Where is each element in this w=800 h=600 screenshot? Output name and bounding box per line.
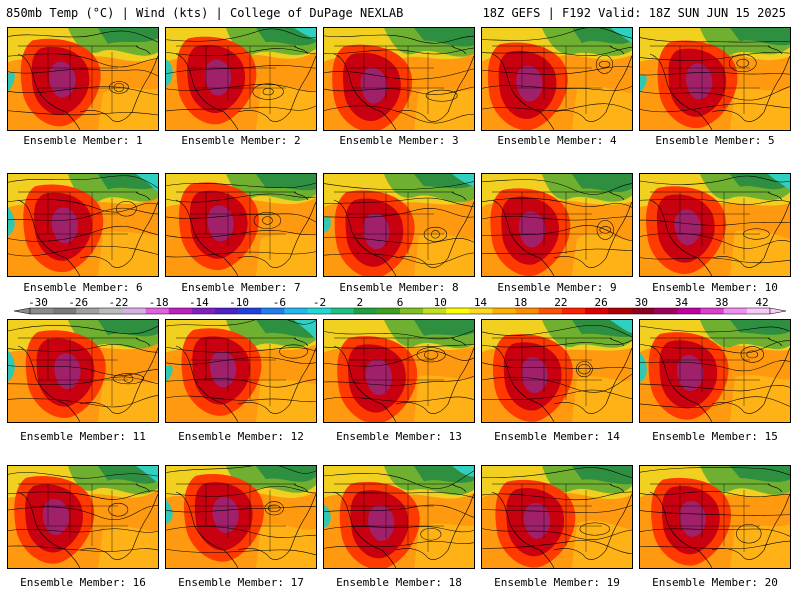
member-caption: Ensemble Member: 8: [339, 281, 459, 294]
member-caption: Ensemble Member: 10: [652, 281, 778, 294]
scale-tick-label: -18: [148, 296, 169, 309]
scale-tick-label: -22: [108, 296, 129, 309]
scale-tick-label: 14: [473, 296, 488, 309]
run-info: 18Z GEFS | F192 Valid: 18Z SUN JUN 15 20…: [482, 6, 786, 20]
member-caption: Ensemble Member: 18: [336, 576, 462, 589]
ensemble-map-panel: [481, 319, 633, 423]
scale-tick-label: 26: [594, 296, 608, 309]
member-caption: Ensemble Member: 13: [336, 430, 462, 443]
member-caption: Ensemble Member: 5: [655, 134, 775, 147]
ensemble-map-panel: [7, 465, 159, 569]
member-caption: Ensemble Member: 1: [23, 134, 143, 147]
scale-tick-label: -14: [188, 296, 209, 309]
scale-tick-label: 34: [674, 296, 689, 309]
chart-title: 850mb Temp (°C) | Wind (kts) | College o…: [6, 6, 404, 20]
scale-tick-label: 6: [396, 296, 404, 309]
member-caption: Ensemble Member: 3: [339, 134, 459, 147]
ensemble-map-panel: [323, 27, 475, 131]
ensemble-map-panel: [165, 319, 317, 423]
scale-tick-label: 42: [755, 296, 769, 309]
scale-tick-label: -26: [68, 296, 89, 309]
scale-tick-label: 38: [715, 296, 729, 309]
scale-tick-label: -30: [28, 296, 48, 309]
ensemble-map-panel: [7, 27, 159, 131]
ensemble-map-panel: [7, 173, 159, 277]
ensemble-map-panel: [323, 465, 475, 569]
member-caption: Ensemble Member: 9: [497, 281, 617, 294]
ensemble-map-panel: [165, 27, 317, 131]
ensemble-map-panel: [323, 173, 475, 277]
member-caption: Ensemble Member: 17: [178, 576, 304, 589]
member-caption: Ensemble Member: 14: [494, 430, 620, 443]
member-caption: Ensemble Member: 11: [20, 430, 146, 443]
scale-tick-label: 18: [514, 296, 528, 309]
ensemble-map-panel: [481, 173, 633, 277]
ensemble-map-panel: [481, 465, 633, 569]
ensemble-map-panel: [639, 319, 791, 423]
scale-tick-label: -2: [312, 296, 327, 309]
scale-tick-label: 2: [356, 296, 364, 309]
member-caption: Ensemble Member: 20: [652, 576, 778, 589]
scale-tick-label: 30: [634, 296, 648, 309]
color-scale-bar: [13, 307, 787, 315]
ensemble-map-panel: [7, 319, 159, 423]
ensemble-map-panel: [639, 173, 791, 277]
scale-tick-label: -6: [272, 296, 286, 309]
ensemble-map-panel: [639, 27, 791, 131]
scale-tick-label: 10: [433, 296, 447, 309]
ensemble-map-panel: [165, 465, 317, 569]
member-caption: Ensemble Member: 12: [178, 430, 304, 443]
scale-tick-label: 22: [554, 296, 568, 309]
member-caption: Ensemble Member: 4: [497, 134, 617, 147]
member-caption: Ensemble Member: 7: [181, 281, 301, 294]
scale-tick-label: -10: [229, 296, 250, 309]
ensemble-map-panel: [481, 27, 633, 131]
ensemble-map-panel: [639, 465, 791, 569]
member-caption: Ensemble Member: 15: [652, 430, 778, 443]
member-caption: Ensemble Member: 16: [20, 576, 146, 589]
member-caption: Ensemble Member: 19: [494, 576, 620, 589]
member-caption: Ensemble Member: 2: [181, 134, 301, 147]
ensemble-map-panel: [323, 319, 475, 423]
member-caption: Ensemble Member: 6: [23, 281, 143, 294]
ensemble-map-panel: [165, 173, 317, 277]
